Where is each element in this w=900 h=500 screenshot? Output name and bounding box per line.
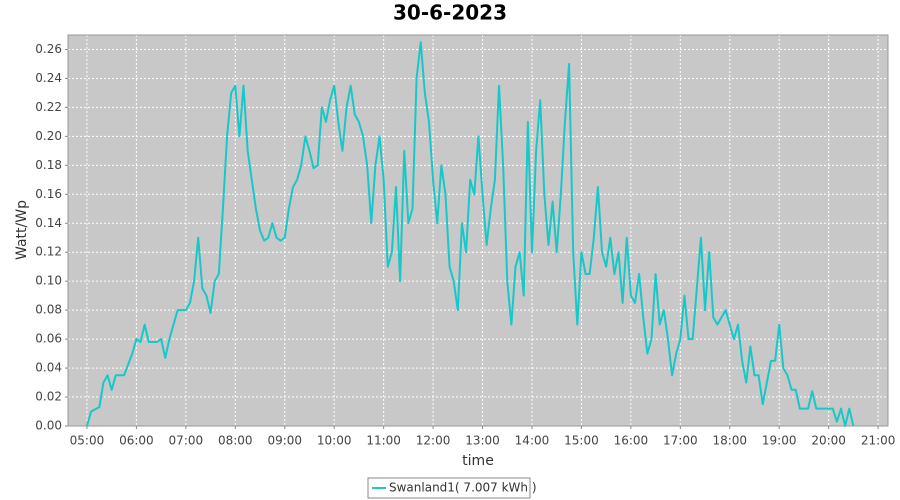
y-tick-label: 0.22 bbox=[35, 100, 62, 114]
plot-border bbox=[67, 34, 889, 427]
x-tick-label: 19:00 bbox=[762, 434, 797, 448]
x-tick-label: 13:00 bbox=[465, 434, 500, 448]
x-tick-label: 08:00 bbox=[218, 434, 253, 448]
y-tick-label: 0.06 bbox=[35, 332, 62, 346]
x-tick-label: 14:00 bbox=[515, 434, 550, 448]
y-tick-label: 0.20 bbox=[35, 129, 62, 143]
x-tick-label: 10:00 bbox=[317, 434, 352, 448]
legend-box bbox=[367, 477, 531, 499]
x-tick-label: 15:00 bbox=[564, 434, 599, 448]
y-tick-label: 0.18 bbox=[35, 158, 62, 172]
legend-label: Swanland1( 7.007 kWh ) bbox=[389, 481, 537, 495]
x-tick-label: 21:00 bbox=[861, 434, 896, 448]
data-line bbox=[85, 41, 855, 427]
x-tick-label: 11:00 bbox=[366, 434, 401, 448]
marks bbox=[85, 41, 855, 427]
y-tick-label: 0.08 bbox=[35, 303, 62, 317]
x-tick-label: 20:00 bbox=[811, 434, 846, 448]
y-tick-label: 0.10 bbox=[35, 274, 62, 288]
y-tick-label: 0.02 bbox=[35, 390, 62, 404]
y-tick-label: 0.12 bbox=[35, 245, 62, 259]
x-tick-label: 16:00 bbox=[614, 434, 649, 448]
y-tick-label: 0.26 bbox=[35, 42, 62, 56]
x-tick-label: 18:00 bbox=[712, 434, 747, 448]
y-tick-label: 0.14 bbox=[35, 216, 62, 230]
x-tick-label: 05:00 bbox=[70, 434, 105, 448]
x-tick-label: 06:00 bbox=[119, 434, 154, 448]
y-axis-label: Watt/Wp bbox=[14, 200, 30, 260]
y-tick-label: 0.16 bbox=[35, 187, 62, 201]
x-tick-label: 12:00 bbox=[416, 434, 451, 448]
x-axis-label: time bbox=[462, 453, 494, 469]
y-tick-label: 0.00 bbox=[35, 419, 62, 433]
x-tick-label: 07:00 bbox=[169, 434, 204, 448]
legend: Swanland1( 7.007 kWh ) bbox=[372, 481, 537, 495]
chart-title: 30-6-2023 bbox=[393, 1, 507, 25]
y-tick-label: 0.24 bbox=[35, 71, 62, 85]
x-tick-label: 17:00 bbox=[663, 434, 698, 448]
plot-area bbox=[68, 35, 888, 426]
y-tick-label: 0.04 bbox=[35, 361, 62, 375]
x-tick-label: 09:00 bbox=[267, 434, 302, 448]
